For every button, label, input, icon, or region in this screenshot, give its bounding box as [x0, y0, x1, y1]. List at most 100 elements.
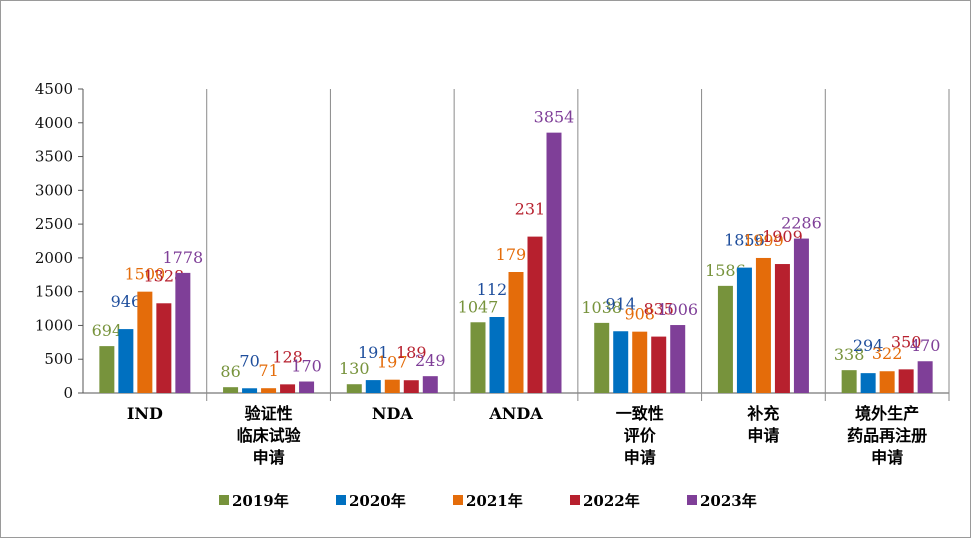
data-label: 1778 — [162, 248, 203, 267]
legend-entry: 2021年 — [466, 492, 523, 510]
bar — [898, 369, 914, 393]
legend-swatch — [219, 495, 229, 505]
data-label: 197 — [377, 353, 408, 372]
bar — [651, 336, 667, 393]
data-label: 1328 — [143, 266, 184, 285]
data-label: 189 — [396, 343, 427, 362]
legend-swatch — [453, 495, 463, 505]
bar — [860, 373, 876, 393]
category-label: 评价 — [624, 426, 657, 445]
bar — [717, 285, 733, 393]
category-label: 补充 — [746, 404, 779, 423]
category-label: 申请 — [624, 448, 656, 467]
legend-entry: 2020年 — [349, 492, 406, 510]
data-label: 1125 — [477, 280, 518, 299]
data-label: 1999 — [743, 231, 784, 250]
data-label: 1586 — [705, 261, 746, 280]
legend-swatch — [570, 495, 580, 505]
bar — [223, 387, 239, 393]
data-label: 946 — [111, 292, 142, 311]
data-label: 908 — [624, 305, 655, 324]
bar — [137, 291, 153, 393]
bar — [365, 380, 381, 393]
bar — [736, 267, 752, 393]
data-label: 70 — [239, 351, 259, 370]
y-tick-label: 3000 — [35, 181, 73, 199]
data-label: 71 — [258, 361, 278, 380]
y-tick-label: 1000 — [35, 316, 73, 334]
category-label: 验证性 — [245, 404, 293, 423]
data-label: 1038 — [581, 298, 622, 317]
data-label: 249 — [415, 351, 446, 370]
bar — [261, 388, 277, 393]
data-label: 170 — [291, 357, 322, 376]
bar — [156, 303, 172, 393]
data-label: 470 — [910, 336, 941, 355]
data-label: 86 — [220, 362, 240, 381]
data-label: 1909 — [762, 227, 803, 246]
category-label: IND — [127, 404, 163, 423]
data-label: 2315 — [515, 200, 556, 219]
data-label: 128 — [272, 347, 303, 366]
bar — [879, 371, 895, 393]
data-label: 350 — [891, 332, 922, 351]
data-label: 294 — [853, 336, 884, 355]
bar — [99, 346, 115, 393]
bar — [299, 381, 315, 393]
bar — [470, 322, 486, 393]
data-label: 1791 — [496, 245, 537, 264]
bar — [527, 236, 543, 393]
bar — [175, 272, 191, 393]
category-label: 临床试验 — [237, 426, 302, 445]
bar — [546, 132, 562, 394]
bar — [841, 370, 857, 393]
data-label: 1047 — [458, 297, 499, 316]
category-label: 境外生产 — [855, 404, 919, 423]
data-label: 835 — [643, 300, 674, 319]
category-label: ANDA — [488, 404, 543, 423]
bar — [489, 317, 505, 393]
data-label: 322 — [872, 344, 903, 363]
bar — [774, 264, 790, 393]
bar — [793, 238, 809, 393]
y-tick-label: 2000 — [35, 249, 73, 267]
y-tick-label: 4000 — [35, 114, 73, 132]
bar — [917, 361, 933, 393]
data-label: 3854 — [534, 108, 575, 127]
data-label: 2286 — [781, 214, 822, 233]
bar — [280, 384, 296, 393]
data-label: 694 — [92, 321, 123, 340]
legend-entry: 2019年 — [232, 492, 289, 510]
y-tick-label: 4500 — [35, 80, 73, 98]
legend-swatch — [336, 495, 346, 505]
bar — [422, 376, 438, 393]
data-label: 1006 — [657, 300, 698, 319]
y-tick-label: 1500 — [35, 283, 73, 301]
y-tick-label: 3500 — [35, 148, 73, 166]
category-label: NDA — [372, 404, 414, 423]
category-label: 药品再注册 — [847, 426, 927, 445]
legend-swatch — [687, 495, 697, 505]
category-label: 一致性 — [616, 404, 664, 423]
bar — [118, 329, 134, 393]
legend-entry: 2022年 — [583, 492, 640, 510]
data-label: 914 — [605, 294, 636, 313]
category-label: 申请 — [747, 426, 779, 445]
bar — [594, 322, 610, 393]
data-label: 191 — [358, 343, 389, 362]
bar — [632, 331, 648, 393]
data-label: 338 — [834, 345, 865, 364]
legend-entry: 2023年 — [700, 492, 757, 510]
bar — [384, 379, 400, 393]
bar — [613, 331, 629, 393]
category-label: 申请 — [253, 448, 285, 467]
bar — [670, 325, 686, 393]
data-label: 1500 — [124, 265, 165, 284]
bar — [755, 257, 771, 393]
y-tick-label: 0 — [63, 384, 73, 402]
y-tick-label: 2500 — [35, 215, 73, 233]
data-label: 130 — [339, 359, 370, 378]
category-label: 申请 — [871, 448, 903, 467]
